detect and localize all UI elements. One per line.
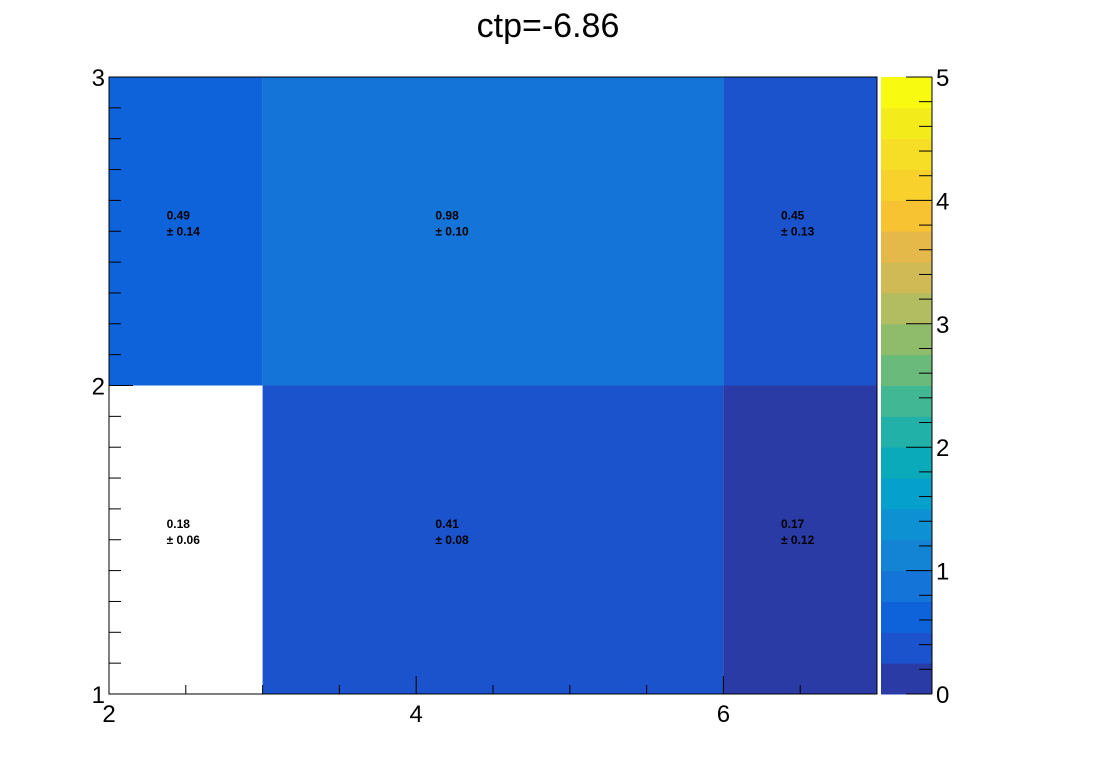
cell-error-label: ± 0.13	[781, 224, 815, 238]
color-scale-segment	[881, 478, 932, 510]
color-scale-tick-label: 0	[936, 682, 949, 709]
cell-error-label: ± 0.12	[781, 533, 815, 547]
color-scale-segment	[881, 539, 932, 572]
color-scale-segment	[881, 323, 932, 356]
cell-error-label: ± 0.06	[167, 533, 201, 547]
y-tick-label: 1	[92, 682, 105, 709]
heatmap-cell	[723, 385, 877, 694]
color-scale-segment	[881, 138, 932, 171]
cell-error-label: ± 0.08	[435, 533, 469, 547]
heatmap-cell	[109, 385, 263, 694]
color-scale-segment	[881, 632, 932, 664]
heatmap-cell-labels: 0.18 ± 0.06 0.41 ± 0.08 0.17 ± 0.12 0.49 ± 0.14…	[167, 208, 815, 547]
cell-value-label: 0.49	[167, 208, 191, 222]
cell-value-label: 0.41	[435, 517, 459, 531]
cell-value-label: 0.98	[435, 208, 459, 222]
color-scale-bar: 0 1 2 3 4 5	[881, 65, 949, 709]
color-scale-segment	[881, 354, 932, 386]
cell-error-label: ± 0.10	[435, 224, 469, 238]
color-scale-tick-label: 1	[936, 559, 949, 586]
color-scale-segment	[881, 262, 932, 294]
cell-value-label: 0.17	[781, 517, 805, 531]
x-tick-label: 2	[102, 701, 115, 728]
heatmap-cell	[262, 385, 724, 694]
color-scale-segment	[881, 385, 932, 417]
color-scale-segment	[881, 200, 932, 232]
heatmap-cell	[109, 77, 263, 386]
color-scale-segment	[881, 169, 932, 201]
chart-title: ctp=-6.86	[477, 7, 620, 45]
x-tick-label: 4	[410, 701, 423, 728]
color-scale-tick-label: 4	[936, 188, 949, 215]
color-scale-segment	[881, 663, 932, 695]
color-scale-segment	[881, 77, 932, 109]
color-scale-segment	[881, 292, 932, 325]
color-scale-segment	[881, 231, 932, 263]
color-scale-segment	[881, 570, 932, 602]
color-scale-segment	[881, 447, 932, 479]
heatmap-cells	[109, 77, 877, 694]
x-tick-label: 6	[717, 701, 730, 728]
color-scale-segment	[881, 508, 932, 541]
heatmap-cell	[723, 77, 877, 386]
color-scale-segment	[881, 107, 932, 140]
cell-error-label: ± 0.14	[167, 224, 201, 238]
y-tick-label: 3	[92, 65, 105, 92]
color-scale-tick-label: 5	[936, 65, 949, 92]
cell-value-label: 0.45	[781, 208, 805, 222]
cell-value-label: 0.18	[167, 517, 191, 531]
color-scale-tick-label: 2	[936, 435, 949, 462]
y-tick-label: 2	[92, 374, 105, 401]
color-scale-segment	[881, 416, 932, 448]
color-scale-tick-label: 3	[936, 312, 949, 339]
heatmap-cell	[262, 77, 724, 386]
color-scale-segment	[881, 601, 932, 633]
